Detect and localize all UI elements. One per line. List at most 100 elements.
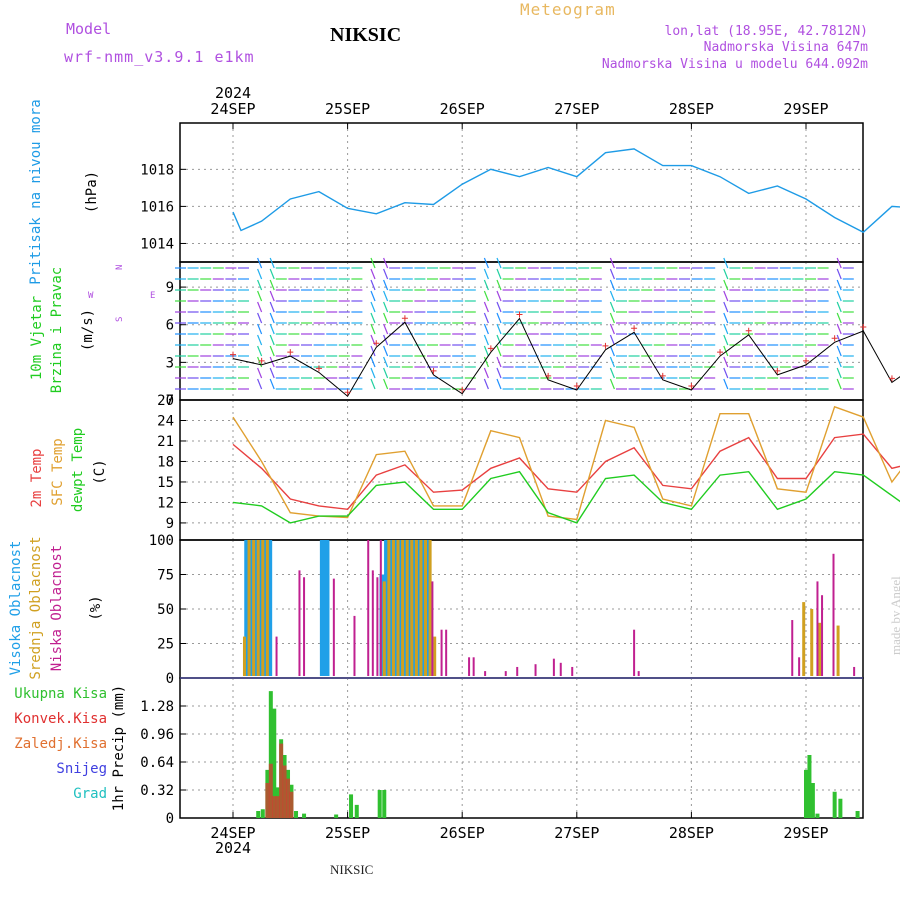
y-tick-label-clouds: 75 [157, 568, 174, 584]
cloud-bar-2 [303, 577, 306, 676]
wind-barb [496, 268, 502, 280]
precip-bar-0 [268, 691, 273, 818]
cloud-bar-0 [324, 540, 330, 676]
cloud-bar-1 [382, 581, 386, 676]
wind-barb [836, 378, 842, 390]
wind-barb [609, 323, 615, 335]
y-tick-label-clouds: 50 [157, 602, 174, 618]
panel-frame-pressure [179, 122, 864, 263]
cloud-bar-2 [376, 577, 379, 676]
ylabel-cloud-unit: (%) [88, 595, 104, 620]
cloud-bar-2 [275, 636, 278, 676]
cloud-bar-0 [384, 540, 390, 676]
wind-barb [483, 301, 489, 313]
watermark: made by Angel [888, 576, 900, 655]
wind-barb [383, 279, 389, 291]
wind-barb [257, 334, 263, 346]
station-title: NIKSIC [330, 24, 402, 46]
cloud-bar-2 [353, 615, 356, 676]
cloud-bar-1 [401, 540, 405, 676]
wind-barb [496, 279, 502, 291]
wind-barb [496, 345, 502, 357]
wind-gust-marker [459, 386, 466, 393]
cloud-bar-2 [367, 540, 370, 676]
x-year-top: 2024 [215, 84, 251, 102]
cloud-bar-0 [425, 540, 431, 676]
wind-barb [370, 301, 376, 313]
wind-barb [723, 345, 729, 357]
compass-n: N [115, 265, 125, 270]
wind-barb [269, 345, 275, 357]
wind-barb [723, 312, 729, 324]
wind-barb [483, 268, 489, 280]
y-tick-label-wind: 6 [166, 318, 174, 334]
precip-bar-0 [256, 811, 261, 818]
wind-gust-marker [631, 325, 638, 332]
ylabel-cloud-mid: Srednja Oblacnost [28, 536, 44, 679]
model-elevation: Nadmorska Visina u modelu 644.092m [601, 57, 868, 72]
cloud-bar-2 [853, 666, 856, 676]
wind-barb [383, 268, 389, 280]
cloud-bar-2 [468, 657, 471, 676]
wind-gust-marker [315, 365, 322, 372]
precip-bar-0 [272, 708, 277, 818]
wind-barb [370, 290, 376, 302]
model-name: wrf-nmm_v3.9.1 e1km [64, 48, 255, 66]
wind-barb [836, 301, 842, 313]
precip-bar-1 [265, 783, 270, 818]
cloud-bar-2 [633, 629, 636, 676]
ylabel-wind-name-1: 10m Vjetar [29, 296, 45, 380]
ylabel-precip-0: Ukupna Kisa [14, 686, 107, 702]
x-tick-label-top: 27SEP [554, 100, 599, 118]
compass-s: S [115, 317, 125, 322]
cloud-bar-1 [247, 540, 251, 676]
y-tick-label-pressure: 1016 [140, 199, 174, 215]
wind-barb [383, 367, 389, 379]
wind-barb [383, 356, 389, 368]
cloud-bar-0 [253, 540, 259, 676]
y-tick-label-wind: 0 [166, 393, 174, 409]
wind-barb [370, 279, 376, 291]
wind-barb [269, 378, 275, 390]
wind-barb [383, 290, 389, 302]
precip-bar-0 [838, 798, 843, 818]
ylabel-wind-unit: (m/s) [80, 309, 96, 351]
wind-barb [257, 268, 263, 280]
wind-barb [836, 312, 842, 324]
cloud-bar-1 [428, 540, 432, 676]
wind-barb [483, 279, 489, 291]
wind-barb [383, 301, 389, 313]
wind-barb [836, 290, 842, 302]
y-tick-label-precipitation: 0.96 [140, 727, 174, 743]
x-tick-label-bottom: 28SEP [669, 824, 714, 842]
y-tick-label-precipitation: 0 [166, 811, 174, 827]
ylabel-wind-name-2: Brzina i Pravac [49, 267, 65, 393]
ylabel-temp-dewpt: dewpt Temp [70, 428, 86, 512]
wind-barb [723, 268, 729, 280]
cloud-bar-2 [791, 620, 794, 676]
wind-barb [370, 268, 376, 280]
cloud-bar-1 [802, 602, 806, 676]
cloud-bar-2 [534, 664, 537, 676]
precip-bar-0 [807, 755, 812, 818]
wind-barb [383, 345, 389, 357]
cloud-bar-0 [416, 540, 422, 676]
wind-barb [370, 378, 376, 390]
temp-line-0 [232, 433, 900, 511]
wind-barb [483, 378, 489, 390]
wind-barb [609, 334, 615, 346]
wind-barb [723, 301, 729, 313]
cloud-bar-1 [410, 540, 414, 676]
cloud-bar-2 [571, 666, 574, 676]
wind-barb [609, 257, 615, 269]
wind-barb [723, 290, 729, 302]
cloud-bar-2 [379, 540, 382, 676]
cloud-bar-0 [411, 540, 417, 676]
wind-barb [483, 290, 489, 302]
wind-barb [609, 345, 615, 357]
wind-barb [370, 323, 376, 335]
wind-barb [483, 334, 489, 346]
wind-barb [496, 257, 502, 269]
wind-barb [257, 290, 263, 302]
